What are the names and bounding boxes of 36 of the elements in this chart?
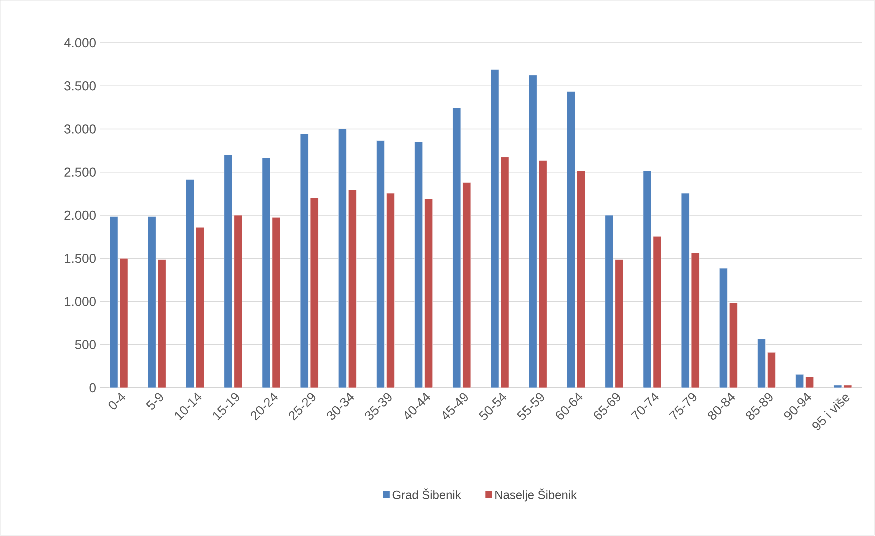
bar — [234, 215, 242, 388]
bar — [148, 216, 156, 388]
y-tick-label: 0 — [90, 383, 96, 393]
x-tick-label: 0-4 — [108, 392, 126, 410]
bar — [768, 352, 776, 388]
y-tick-label: 4.000 — [64, 38, 96, 48]
bar — [615, 260, 624, 388]
bar — [720, 268, 728, 388]
x-tick-label: 5-9 — [146, 393, 164, 410]
bar — [338, 129, 347, 388]
bar — [567, 92, 576, 388]
y-tick-label: 1.500 — [65, 254, 96, 264]
bar — [414, 142, 424, 388]
y-tick-label: 2.500 — [64, 168, 96, 177]
bar — [158, 260, 166, 388]
bar — [577, 170, 586, 388]
y-tick-label: 3.500 — [64, 82, 96, 91]
bar — [730, 302, 738, 388]
bar — [539, 160, 548, 388]
y-tick-label: 500 — [75, 340, 96, 350]
legend-label: Naselje Šibenik — [496, 488, 578, 502]
bar — [196, 227, 204, 388]
bar — [529, 75, 538, 388]
bar — [758, 339, 766, 388]
bar — [376, 140, 385, 388]
y-tick-label: 1.000 — [65, 297, 96, 306]
bar — [424, 198, 433, 388]
x-tick-label: 95 i više — [812, 394, 850, 430]
bar — [605, 215, 614, 388]
bar — [386, 193, 395, 388]
legend-label: Grad Šibenik — [392, 488, 462, 500]
bar — [186, 180, 194, 388]
y-tick-label: 2.000 — [64, 210, 96, 220]
bar — [224, 154, 233, 388]
y-tick-label: 3.000 — [64, 124, 96, 134]
bar — [348, 190, 357, 388]
